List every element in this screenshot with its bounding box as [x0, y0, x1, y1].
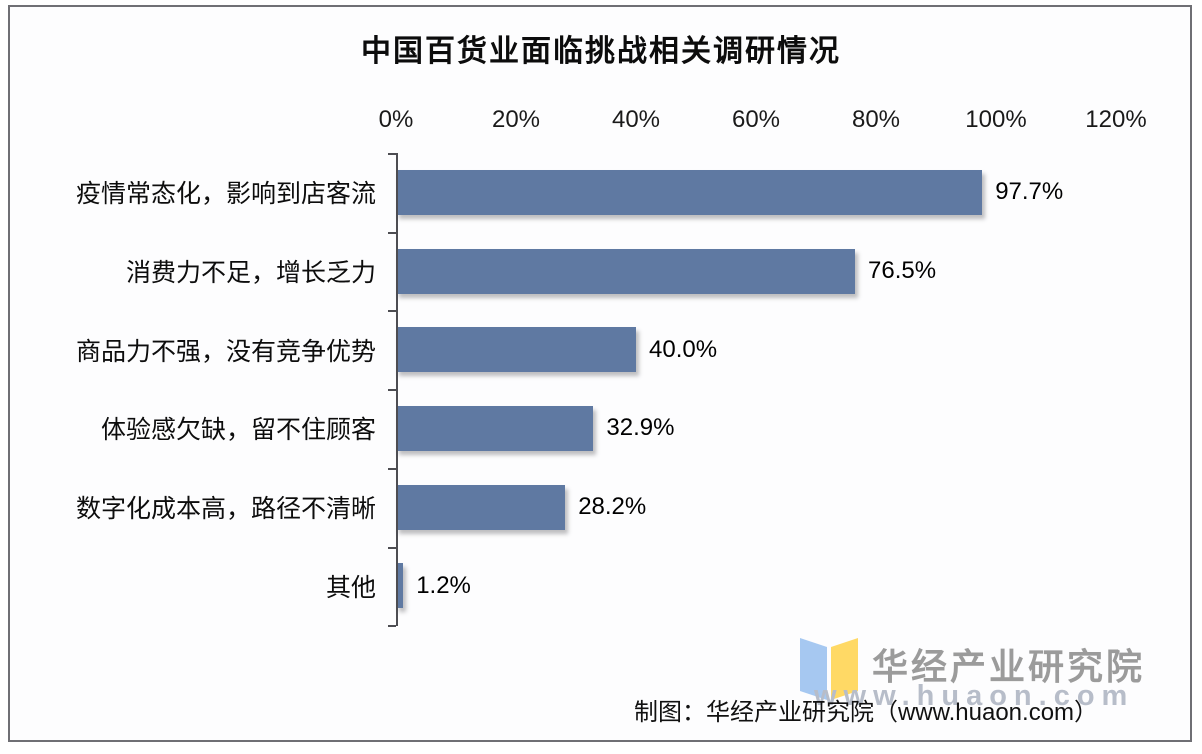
chart-row: 消费力不足，增长乏力 76.5%	[0, 232, 1202, 311]
x-axis-labels: 0% 20% 40% 60% 80% 100% 120%	[0, 106, 1202, 138]
y-tick-mark	[388, 389, 396, 392]
chart-row: 商品力不强，没有竞争优势 40.0%	[0, 310, 1202, 389]
bar	[396, 169, 983, 215]
category-label: 商品力不强，没有竞争优势	[75, 337, 376, 366]
bar-value-label: 32.9%	[606, 414, 675, 442]
attribution-text: 制图：华经产业研究院（www.huaon.com）	[633, 699, 1099, 726]
y-tick-mark	[388, 153, 396, 155]
bar-value-label: 1.2%	[416, 571, 471, 599]
bar	[396, 563, 404, 609]
y-tick-mark	[388, 546, 396, 549]
x-tick-label: 40%	[611, 106, 661, 133]
plot-rows: 疫情常态化，影响到店客流 97.7% 消费力不足，增长乏力 76.5% 商品力不强，没有…	[0, 153, 1202, 625]
publisher-name: 华经产业研究院	[872, 646, 1146, 687]
x-tick-label: 100%	[965, 106, 1027, 133]
category-label: 疫情常态化，影响到店客流	[75, 180, 376, 209]
y-tick-mark	[388, 231, 396, 234]
category-label: 消费力不足，增长乏力	[125, 259, 376, 288]
chart-title: 中国百货业面临挑战相关调研情况	[361, 35, 841, 68]
bar	[396, 484, 566, 530]
chart-frame	[8, 5, 1192, 742]
chart-row: 其他 1.2%	[0, 546, 1202, 625]
category-label: 数字化成本高，路径不清晰	[75, 495, 376, 524]
bar-value-label: 40.0%	[649, 335, 718, 363]
x-tick-label: 120%	[1085, 106, 1147, 133]
bar-value-label: 28.2%	[578, 493, 647, 521]
y-tick-mark	[388, 625, 396, 628]
x-tick-label: 60%	[731, 106, 781, 133]
bar	[396, 248, 855, 294]
bar	[396, 327, 636, 373]
y-tick-mark	[388, 310, 396, 313]
x-tick-label: 0%	[378, 106, 414, 133]
bar	[396, 405, 594, 451]
x-tick-label: 80%	[851, 106, 901, 133]
publisher-watermark: 华经产业研究院 www.huaon.com	[798, 630, 1190, 712]
chart-row: 疫情常态化，影响到店客流 97.7%	[0, 153, 1202, 232]
x-tick-label: 20%	[491, 106, 541, 133]
y-tick-mark	[388, 467, 396, 470]
open-book-icon	[800, 638, 858, 700]
bar-value-label: 76.5%	[868, 257, 937, 285]
publisher-url-watermark: www.huaon.com	[814, 680, 1135, 712]
bar-value-label: 97.7%	[995, 178, 1064, 206]
category-label: 其他	[325, 573, 376, 602]
category-label: 体验感欠缺，留不住顾客	[100, 416, 376, 445]
chart-row: 数字化成本高，路径不清晰 28.2%	[0, 468, 1202, 547]
chart-row: 体验感欠缺，留不住顾客 32.9%	[0, 389, 1202, 468]
y-axis-line	[396, 153, 398, 626]
